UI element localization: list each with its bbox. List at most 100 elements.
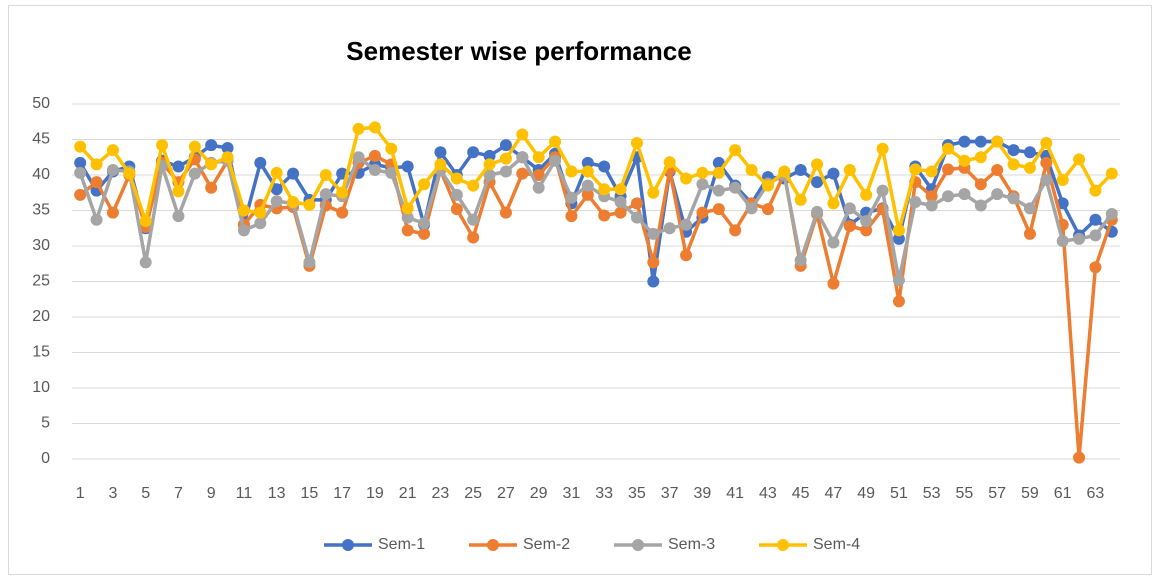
point xyxy=(680,218,693,231)
point xyxy=(499,152,512,165)
point xyxy=(598,209,611,222)
x-tick-label: 19 xyxy=(366,485,384,502)
point xyxy=(761,179,774,192)
point xyxy=(401,202,414,215)
point xyxy=(467,179,480,192)
point xyxy=(1007,144,1020,157)
point xyxy=(729,144,742,157)
legend-label: Sem-4 xyxy=(813,536,860,553)
point xyxy=(974,199,987,212)
legend-marker xyxy=(632,539,644,551)
point xyxy=(729,224,742,237)
point xyxy=(319,169,332,181)
point xyxy=(532,169,545,181)
point xyxy=(1007,158,1020,171)
point xyxy=(925,165,938,178)
point xyxy=(549,135,562,148)
point xyxy=(696,178,709,191)
point xyxy=(761,203,774,216)
point xyxy=(401,160,414,173)
point xyxy=(630,137,643,150)
x-tick-label: 15 xyxy=(301,485,319,502)
point xyxy=(270,166,283,179)
point xyxy=(991,188,1004,201)
point xyxy=(205,158,218,171)
point xyxy=(712,184,725,197)
chart-title: Semester wise performance xyxy=(346,36,691,66)
point xyxy=(794,254,807,267)
x-tick-label: 1 xyxy=(76,485,85,502)
point xyxy=(843,202,856,215)
point xyxy=(565,210,578,223)
point xyxy=(630,197,643,210)
x-tick-label: 53 xyxy=(923,485,941,502)
x-tick-label: 55 xyxy=(956,485,974,502)
point xyxy=(1089,213,1102,226)
point xyxy=(303,256,316,269)
point xyxy=(827,197,840,210)
point xyxy=(876,184,889,197)
y-tick-label: 5 xyxy=(41,415,50,432)
point xyxy=(467,213,480,226)
point xyxy=(647,227,660,240)
point xyxy=(1073,232,1086,245)
point xyxy=(74,140,87,153)
point xyxy=(892,295,905,308)
point xyxy=(614,183,627,196)
legend-marker xyxy=(487,539,499,551)
point xyxy=(483,158,496,171)
point xyxy=(696,166,709,179)
point xyxy=(516,128,529,141)
point xyxy=(876,142,889,155)
point xyxy=(418,227,431,240)
point xyxy=(205,139,218,152)
point xyxy=(1073,451,1086,464)
point xyxy=(1056,197,1069,210)
point xyxy=(958,154,971,167)
point xyxy=(352,151,365,164)
point xyxy=(581,179,594,192)
point xyxy=(549,154,562,167)
point xyxy=(991,164,1004,177)
x-tick-label: 13 xyxy=(268,485,286,502)
point xyxy=(352,122,365,135)
series-line xyxy=(78,155,1114,282)
point xyxy=(892,224,905,237)
point xyxy=(270,195,283,208)
point xyxy=(450,172,463,185)
point xyxy=(778,165,791,178)
point xyxy=(1089,229,1102,242)
point xyxy=(254,156,267,169)
point xyxy=(499,206,512,219)
legend-label: Sem-2 xyxy=(523,536,570,553)
point xyxy=(925,190,938,203)
point xyxy=(942,163,955,176)
point xyxy=(74,166,87,179)
point xyxy=(614,206,627,219)
legend-label: Sem-1 xyxy=(378,536,425,553)
point xyxy=(614,195,627,208)
point xyxy=(385,142,398,155)
point xyxy=(221,142,234,155)
point xyxy=(156,139,169,152)
series-line xyxy=(78,125,1114,233)
point xyxy=(1056,173,1069,186)
point xyxy=(221,151,234,164)
point xyxy=(270,183,283,196)
point xyxy=(712,166,725,179)
y-tick-label: 25 xyxy=(32,273,50,290)
point xyxy=(434,146,447,159)
x-tick-label: 49 xyxy=(857,485,875,502)
x-tick-label: 3 xyxy=(108,485,117,502)
point xyxy=(237,204,250,217)
point xyxy=(1023,227,1036,240)
point xyxy=(647,275,660,288)
point xyxy=(630,211,643,224)
point xyxy=(958,188,971,201)
y-tick-label: 45 xyxy=(32,131,50,148)
point xyxy=(172,160,185,173)
point xyxy=(843,220,856,233)
point xyxy=(467,146,480,159)
point xyxy=(1056,235,1069,248)
point xyxy=(139,215,152,228)
